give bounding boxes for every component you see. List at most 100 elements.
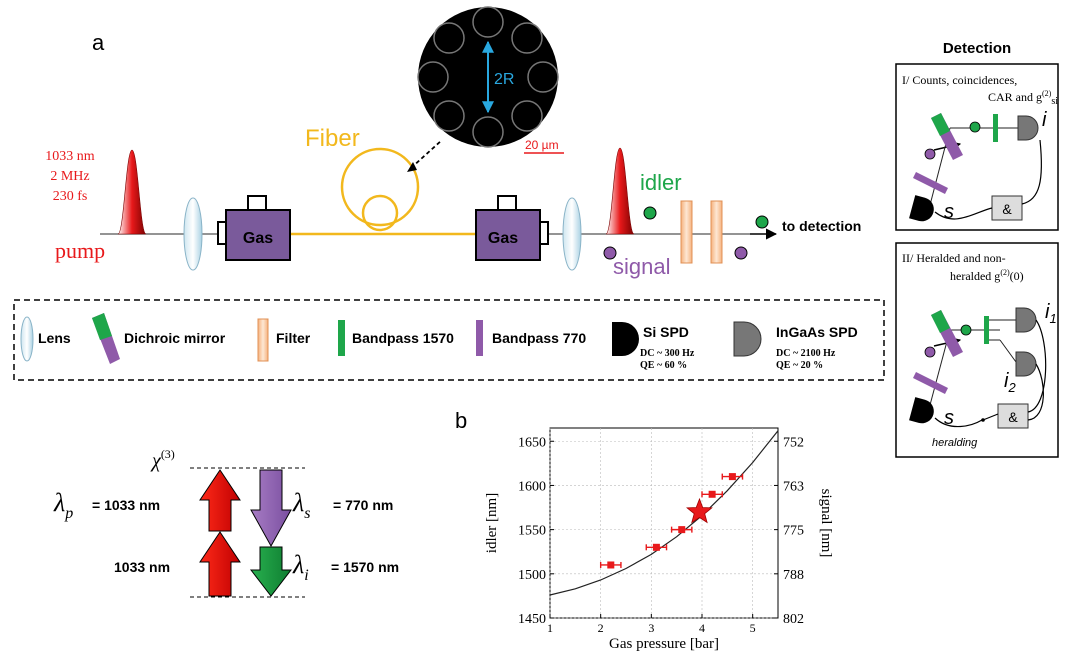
data-point [607, 561, 615, 569]
legend-lens-label: Lens [38, 330, 71, 346]
signal-dot-out-icon [734, 246, 748, 260]
lens-icon [183, 197, 203, 271]
lambda-p-symbol: λp [53, 488, 73, 522]
pump-photon-arrow-2 [199, 531, 241, 597]
output-pulse-icon [605, 147, 635, 235]
legend-bandpass-1570-icon [338, 320, 345, 356]
chart-ticks: 1 2 3 4 5 1450 1500 1550 1600 1650 752 763 775 788 802 [518, 435, 804, 635]
legend-bandpass-770-icon [476, 320, 483, 356]
box1-title-line2: CAR and g(2)si [988, 89, 1058, 107]
idler-dot-out-icon [755, 215, 769, 229]
legend-si-spd-label: Si SPD [643, 324, 689, 340]
legend-dichroic-label: Dichroic mirror [124, 330, 226, 346]
pump-wavelength: 1033 nm [45, 149, 95, 164]
y2-tick-label: 802 [783, 612, 804, 627]
detection-title: Detection [943, 40, 1011, 57]
legend-filter-icon [257, 318, 269, 362]
legend-filter-label: Filter [276, 330, 311, 346]
chart-ylabel: idler [nm] [484, 493, 500, 553]
idler-dot-icon [643, 206, 657, 220]
x-tick-label: 1 [547, 621, 553, 635]
lambda-i-value: = 1570 nm [331, 559, 399, 575]
pump-duration: 230 fs [53, 189, 88, 204]
data-point [678, 526, 686, 534]
inset-pointer [410, 139, 443, 169]
inset-pointer-head-icon [407, 162, 417, 172]
idler-photon-arrow [249, 546, 293, 597]
legend-ingaas-dc: DC ~ 2100 Hz [776, 348, 836, 359]
lambda-s-value: = 770 nm [333, 497, 393, 513]
legend-si-dc: DC ~ 300 Hz [640, 348, 695, 359]
box2-coincidence-label: & [1008, 409, 1018, 425]
box2-title-line2: heralded g(2)(0) [950, 268, 1024, 283]
box2-i1-label: i1 [1045, 301, 1057, 326]
to-detection-label: to detection [782, 218, 861, 234]
legend-box [13, 299, 885, 381]
signal-label: signal [613, 254, 670, 279]
legend-bandpass-1570-label: Bandpass 1570 [352, 330, 454, 346]
fiber-label: Fiber [305, 125, 360, 152]
detection-box-1 [895, 63, 1059, 231]
lambda-p-value: = 1033 nm [92, 497, 160, 513]
gas-label-input: Gas [243, 230, 273, 247]
pressure-chart: 1 2 3 4 5 1450 1500 1550 1600 1650 752 763 775 788 802… [484, 427, 834, 652]
gas-cell-output: Gas [475, 195, 549, 261]
lambda-s-symbol: λs [292, 488, 311, 522]
pump-photon-arrow-1 [199, 469, 241, 532]
chi3-label: χ(3) [150, 447, 175, 472]
gas-label-output: Gas [488, 230, 518, 247]
data-point [708, 490, 716, 498]
chart-grid [549, 428, 778, 619]
chart-plot-area [549, 427, 779, 619]
pump-rep-rate: 2 MHz [50, 169, 89, 184]
legend-ingaas-qe: QE ~ 20 % [776, 360, 823, 371]
y2-tick-label: 752 [783, 435, 804, 450]
signal-dot-icon [603, 246, 617, 260]
legend-ingaas-spd-label: InGaAs SPD [776, 324, 858, 340]
y-tick-label: 1650 [518, 435, 546, 450]
data-point [728, 473, 736, 481]
lens-output-icon [562, 197, 582, 271]
idler-label: idler [640, 170, 682, 195]
legend-lens-icon [20, 316, 34, 362]
y-tick-label: 1600 [518, 479, 546, 494]
x-tick-label: 4 [699, 621, 705, 635]
box1-title-line1: I/ Counts, coincidences, [902, 73, 1017, 87]
x-tick-label: 5 [750, 621, 756, 635]
scale-bar-label: 20 µm [525, 138, 559, 152]
x-tick-label: 3 [648, 621, 654, 635]
legend-si-spd-icon [612, 322, 639, 356]
y-tick-label: 1450 [518, 612, 546, 627]
lambda-i-symbol: λi [292, 550, 309, 584]
gas-cell-input: Gas [217, 195, 291, 261]
chart-y2label: signal [nm] [818, 489, 834, 558]
box2-setup [909, 307, 1047, 429]
box1-setup [909, 113, 1043, 222]
data-point [652, 543, 660, 551]
legend-dichroic-icon [92, 313, 120, 364]
pump2-value: 1033 nm [114, 559, 170, 575]
filter-1-icon [680, 200, 693, 264]
box1-s-label: s [944, 201, 954, 223]
y2-tick-label: 788 [783, 568, 804, 583]
panel-b-label: b [455, 408, 467, 433]
box2-s-label: s [944, 407, 954, 429]
y2-tick-label: 775 [783, 524, 804, 539]
inset-2r-label: 2R [494, 71, 514, 88]
legend-si-qe: QE ~ 60 % [640, 360, 687, 371]
pump-label: pump [55, 238, 105, 263]
box1-coincidence-label: & [1002, 201, 1012, 217]
box1-i-label: i [1042, 109, 1047, 131]
signal-photon-arrow [250, 469, 292, 548]
fiber-loop-small [361, 194, 399, 232]
box2-i2-label: i2 [1004, 370, 1016, 395]
fiber-cross-section-inset: 2R [417, 6, 559, 148]
legend-ingaas-spd-icon [733, 321, 762, 357]
y-tick-label: 1550 [518, 524, 546, 539]
chart-points [599, 473, 744, 569]
box2-title-line1: II/ Heralded and non- [902, 251, 1006, 265]
fiber-loop-large [340, 147, 420, 227]
chart-xlabel: Gas pressure [bar] [609, 636, 719, 652]
y-tick-label: 1500 [518, 568, 546, 583]
